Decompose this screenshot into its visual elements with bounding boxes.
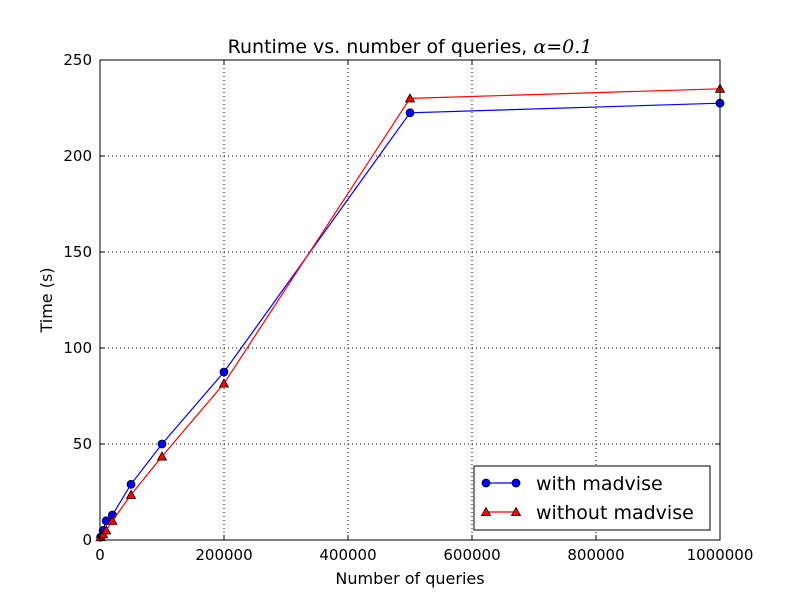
series-layer bbox=[95, 83, 726, 542]
grid-layer bbox=[100, 60, 720, 540]
data-point bbox=[219, 367, 229, 377]
data-point bbox=[156, 451, 168, 461]
data-point bbox=[404, 93, 416, 103]
tick-layer: 0 200000 400000 600000 800000 1000000 0 50 100 15… bbox=[63, 51, 753, 564]
legend: with madvise without madvise bbox=[473, 465, 711, 531]
legend-marker bbox=[511, 478, 521, 488]
y-tick-label: 100 bbox=[63, 339, 92, 357]
y-tick-label: 50 bbox=[73, 435, 92, 453]
legend-marker bbox=[510, 506, 522, 516]
data-point bbox=[107, 515, 118, 525]
y-axis-label: Time (s) bbox=[37, 267, 56, 333]
data-point bbox=[218, 378, 230, 388]
y-tick-label: 200 bbox=[63, 147, 92, 165]
legend-label: with madvise bbox=[536, 473, 663, 495]
data-point bbox=[101, 525, 112, 535]
legend-box bbox=[473, 465, 711, 531]
data-point bbox=[157, 439, 167, 449]
x-tick-label: 1000000 bbox=[687, 546, 754, 564]
legend-marker bbox=[480, 506, 492, 516]
x-tick-label: 200000 bbox=[195, 546, 252, 564]
y-tick-label: 150 bbox=[63, 243, 92, 261]
legend-entry: without madvise bbox=[480, 502, 694, 524]
data-point bbox=[405, 108, 415, 118]
plot-frame bbox=[99, 59, 721, 541]
x-axis-label: Number of queries bbox=[335, 569, 484, 588]
x-tick-label: 600000 bbox=[443, 546, 500, 564]
x-tick-label: 800000 bbox=[567, 546, 624, 564]
data-point bbox=[126, 479, 136, 489]
legend-marker bbox=[481, 478, 491, 488]
legend-label: without madvise bbox=[536, 502, 694, 524]
data-point bbox=[125, 489, 137, 499]
x-tick-label: 0 bbox=[95, 546, 105, 564]
y-tick-label: 0 bbox=[82, 531, 92, 549]
y-tick-label: 250 bbox=[63, 51, 92, 69]
legend-entry: with madvise bbox=[481, 473, 663, 495]
chart-title: Runtime vs. number of queries, α=0.1 bbox=[228, 36, 593, 58]
x-tick-label: 400000 bbox=[319, 546, 376, 564]
series-0 bbox=[96, 98, 725, 542]
chart-title-math: α=0.1 bbox=[533, 36, 592, 58]
